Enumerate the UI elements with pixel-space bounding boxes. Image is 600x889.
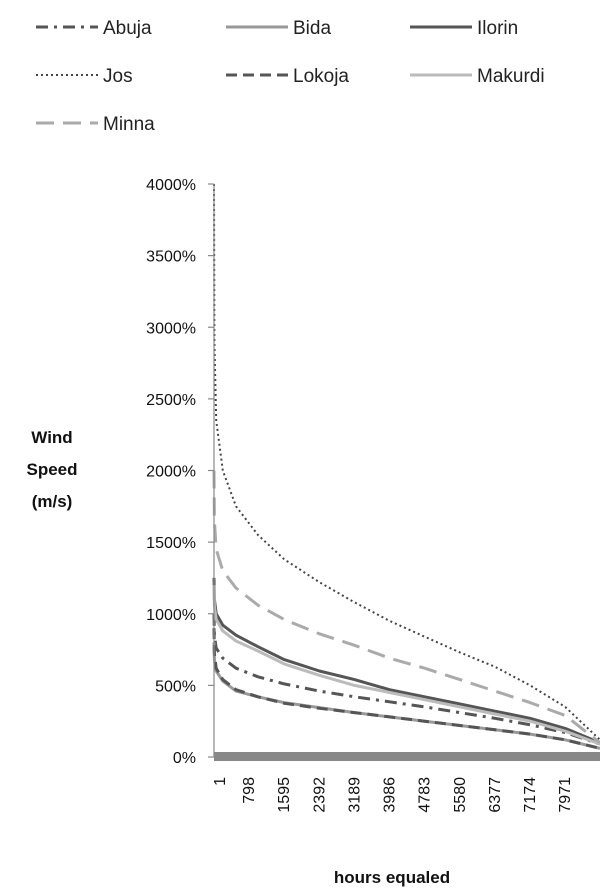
y-axis-title: Wind Speed (m/s) [26,428,77,511]
x-tick-label: 7971 [557,777,574,813]
legend-label: Jos [103,66,133,87]
legend-label: Ilorin [477,18,518,39]
y-tick-label: 2500% [146,392,196,409]
legend-item-makurdi: Makurdi [410,66,545,87]
series-line-abuja [212,613,600,746]
y-axis-title-line: (m/s) [32,492,73,511]
series-line-minna [212,470,600,744]
x-axis-title: hours equaled [334,868,450,887]
x-tick-label: 5580 [452,777,469,813]
y-tick-label: 4000% [146,177,196,194]
y-tick-label: 3500% [146,249,196,266]
legend-item-ilorin: Ilorin [410,18,518,39]
x-tick-label: 7174 [522,777,539,813]
legend-label: Makurdi [477,66,545,87]
y-axis-title-line: Wind [31,428,72,447]
legend: Abuja Bida Ilorin Jos Lokoja Makurdi Minna [36,18,545,135]
y-tick-label: 1500% [146,535,196,552]
legend-item-bida: Bida [226,18,331,39]
legend-label: Minna [103,114,155,135]
x-tick-label: 3189 [346,777,363,813]
legend-label: Abuja [103,18,152,39]
x-tick-label: 2392 [311,777,328,813]
legend-item-lokoja: Lokoja [226,66,349,87]
legend-label: Lokoja [293,66,349,87]
legend-item-jos: Jos [36,66,133,87]
legend-item-abuja: Abuja [36,18,152,39]
x-tick-label: 6377 [487,777,504,813]
x-tick-label: 1595 [276,777,293,813]
y-axis-ticks: 0% 500% 1000% 1500% 2000% 2500% 3000% 3500% 4000… [146,177,214,767]
series-line-makurdi [212,585,600,746]
y-tick-label: 3000% [146,320,196,337]
series-lines [212,183,600,750]
y-tick-label: 2000% [146,464,196,481]
y-tick-label: 1000% [146,607,196,624]
plot-area: 0% 500% 1000% 1500% 2000% 2500% 3000% 3500% 4000… [146,177,600,813]
x-tick-label: 798 [241,777,258,804]
x-axis-ticks: 1 798 1595 2392 3189 3986 4783 5580 6377 7174 7971 [212,777,574,813]
x-axis-band [214,752,600,761]
x-tick-label: 4783 [417,777,434,813]
x-tick-label: 3986 [382,777,399,813]
series-line-ilorin [212,577,600,745]
series-line-lokoja [212,628,600,750]
y-tick-label: 500% [155,678,196,695]
legend-item-minna: Minna [36,114,155,135]
y-axis-title-line: Speed [26,460,77,479]
y-tick-label: 0% [173,750,196,767]
series-line-jos [213,183,600,741]
legend-label: Bida [293,18,331,39]
x-tick-label: 1 [212,777,229,786]
